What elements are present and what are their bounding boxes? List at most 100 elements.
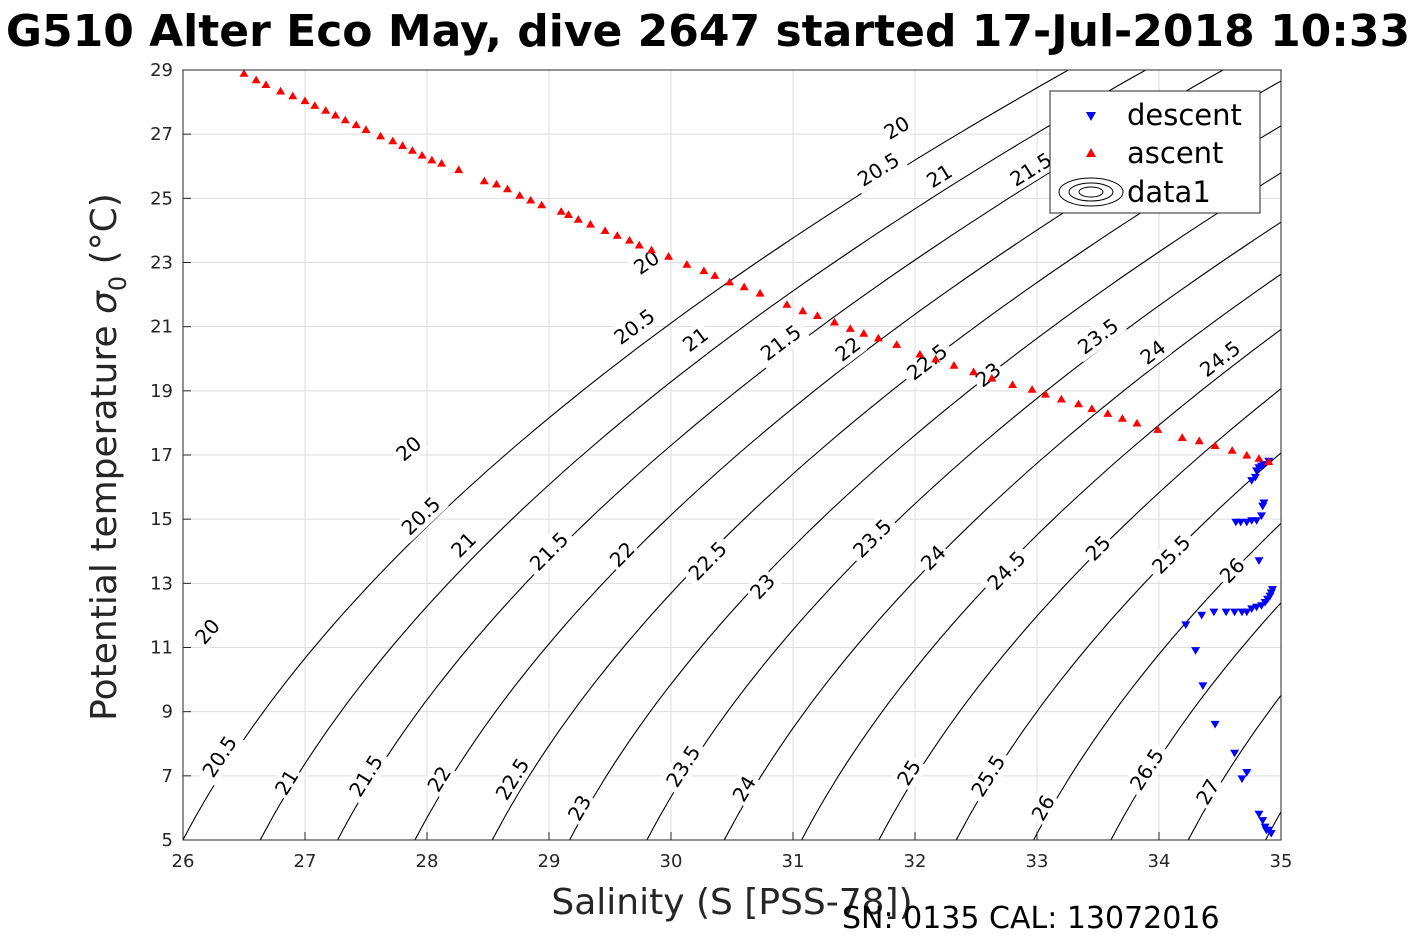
contour-label-text: 21 xyxy=(446,527,481,562)
ascent-marker xyxy=(417,151,427,159)
contour-label-bg xyxy=(726,769,763,808)
contour-line xyxy=(183,70,1069,840)
ascent-marker xyxy=(321,106,331,114)
contour-label-bg xyxy=(844,510,900,566)
contour-line xyxy=(878,387,1281,840)
contour-label-bg xyxy=(521,523,577,579)
contour-label: 24.5 xyxy=(979,542,1034,599)
contour-label: 20.5 xyxy=(393,488,449,544)
contour-label-bg xyxy=(752,316,810,369)
x-tick-label: 32 xyxy=(904,851,927,872)
x-tick-label: 29 xyxy=(538,851,561,872)
contour-label: 22.5 xyxy=(898,336,956,388)
ascent-marker xyxy=(892,340,902,348)
ascent-marker xyxy=(398,141,408,149)
contour-line xyxy=(1110,601,1281,840)
contour-icon xyxy=(1058,177,1124,207)
ascent-marker xyxy=(251,75,261,84)
footer-serial-calibration: SN: 0135 CAL: 13072016 xyxy=(842,901,1220,936)
y-tick-label: 15 xyxy=(150,509,173,530)
contour-label-bg xyxy=(393,488,449,544)
ascent-marker xyxy=(798,306,808,315)
contour-label-text: 21 xyxy=(678,322,713,356)
descent-marker xyxy=(1237,775,1247,784)
contour-label-bg xyxy=(1122,740,1172,799)
contour-label-bg xyxy=(898,336,956,388)
legend-ascent-marker xyxy=(1086,148,1096,157)
data-markers xyxy=(239,69,1277,838)
contour-label-text: 22 xyxy=(605,537,640,572)
contour-line xyxy=(337,70,1224,840)
ascent-marker xyxy=(388,136,398,145)
ascent-marker xyxy=(931,354,941,363)
contour-label-bg xyxy=(1069,310,1127,363)
ascent-marker xyxy=(873,333,883,342)
y-tick-label: 19 xyxy=(150,381,173,402)
contour-label-bg xyxy=(603,535,642,574)
ascent-marker xyxy=(682,260,692,268)
contour-label-bg xyxy=(1143,526,1199,583)
ascent-marker xyxy=(782,300,792,308)
descent-marker xyxy=(1257,512,1266,520)
x-tick-label: 30 xyxy=(660,851,683,872)
contour-label-text: 27 xyxy=(1191,775,1225,809)
contour-label: 23 xyxy=(743,567,782,606)
y-tick-label: 27 xyxy=(150,124,173,145)
descent-marker xyxy=(1268,586,1277,594)
contour-label-text: 22 xyxy=(831,332,866,366)
contour-label-bg xyxy=(877,109,916,146)
ascent-marker xyxy=(755,288,765,297)
contour-label-bg xyxy=(968,356,1008,394)
contour-line xyxy=(955,452,1281,840)
ascent-marker xyxy=(647,245,656,254)
contour-label: 21 xyxy=(920,157,959,195)
descent-marker xyxy=(1242,518,1252,527)
contour-line xyxy=(1265,810,1281,840)
descent-marker xyxy=(1250,473,1260,482)
contour-label-text: 24 xyxy=(1136,335,1171,370)
contour-label-text: 20 xyxy=(880,111,914,145)
descent-marker xyxy=(1252,517,1262,525)
ascent-marker xyxy=(699,266,709,275)
ascent-marker xyxy=(1117,414,1127,422)
ascent-marker xyxy=(1008,380,1018,388)
y-axis-label-symbol: σ xyxy=(84,290,125,314)
ascent-marker xyxy=(1194,436,1204,445)
ascent-marker xyxy=(351,120,361,129)
legend-descent-marker xyxy=(1086,112,1096,121)
y-tick-label: 5 xyxy=(162,830,173,851)
contour-label: 20 xyxy=(627,244,666,281)
descent-marker xyxy=(1254,810,1264,819)
contour-label-text: 25 xyxy=(892,755,926,789)
legend-ascent-label: ascent xyxy=(1127,136,1223,170)
ascent-marker xyxy=(664,252,674,260)
contour-label-text: 20 xyxy=(629,245,664,279)
ascent-marker xyxy=(1041,390,1050,398)
contour-label: 20 xyxy=(877,109,916,146)
contour-label-text: 24 xyxy=(727,772,761,806)
contour-line xyxy=(1033,522,1281,840)
y-tick-label: 21 xyxy=(150,317,173,338)
contour-label-text: 25 xyxy=(1081,531,1116,566)
contour-label-bg xyxy=(268,763,305,802)
descent-marker xyxy=(1247,605,1257,613)
descent-marker xyxy=(1210,720,1220,729)
contour-label-bg xyxy=(658,737,708,796)
descent-marker xyxy=(1209,608,1219,617)
contour-label-bg xyxy=(561,788,598,827)
contour-label: 20 xyxy=(188,612,227,651)
x-tick-label: 35 xyxy=(1270,851,1293,872)
descent-marker xyxy=(1230,608,1240,617)
ascent-marker xyxy=(361,125,371,133)
ascent-marker xyxy=(526,195,536,204)
ascent-marker xyxy=(987,373,997,382)
contour-label-bg xyxy=(890,753,928,792)
ascent-marker xyxy=(573,215,583,223)
ascent-marker xyxy=(1027,385,1037,393)
ascent-marker xyxy=(1242,450,1252,459)
ascent-marker xyxy=(503,184,512,193)
contour-line xyxy=(259,70,1146,840)
legend-descent-label: descent xyxy=(1127,98,1242,132)
descent-marker xyxy=(1221,608,1231,617)
